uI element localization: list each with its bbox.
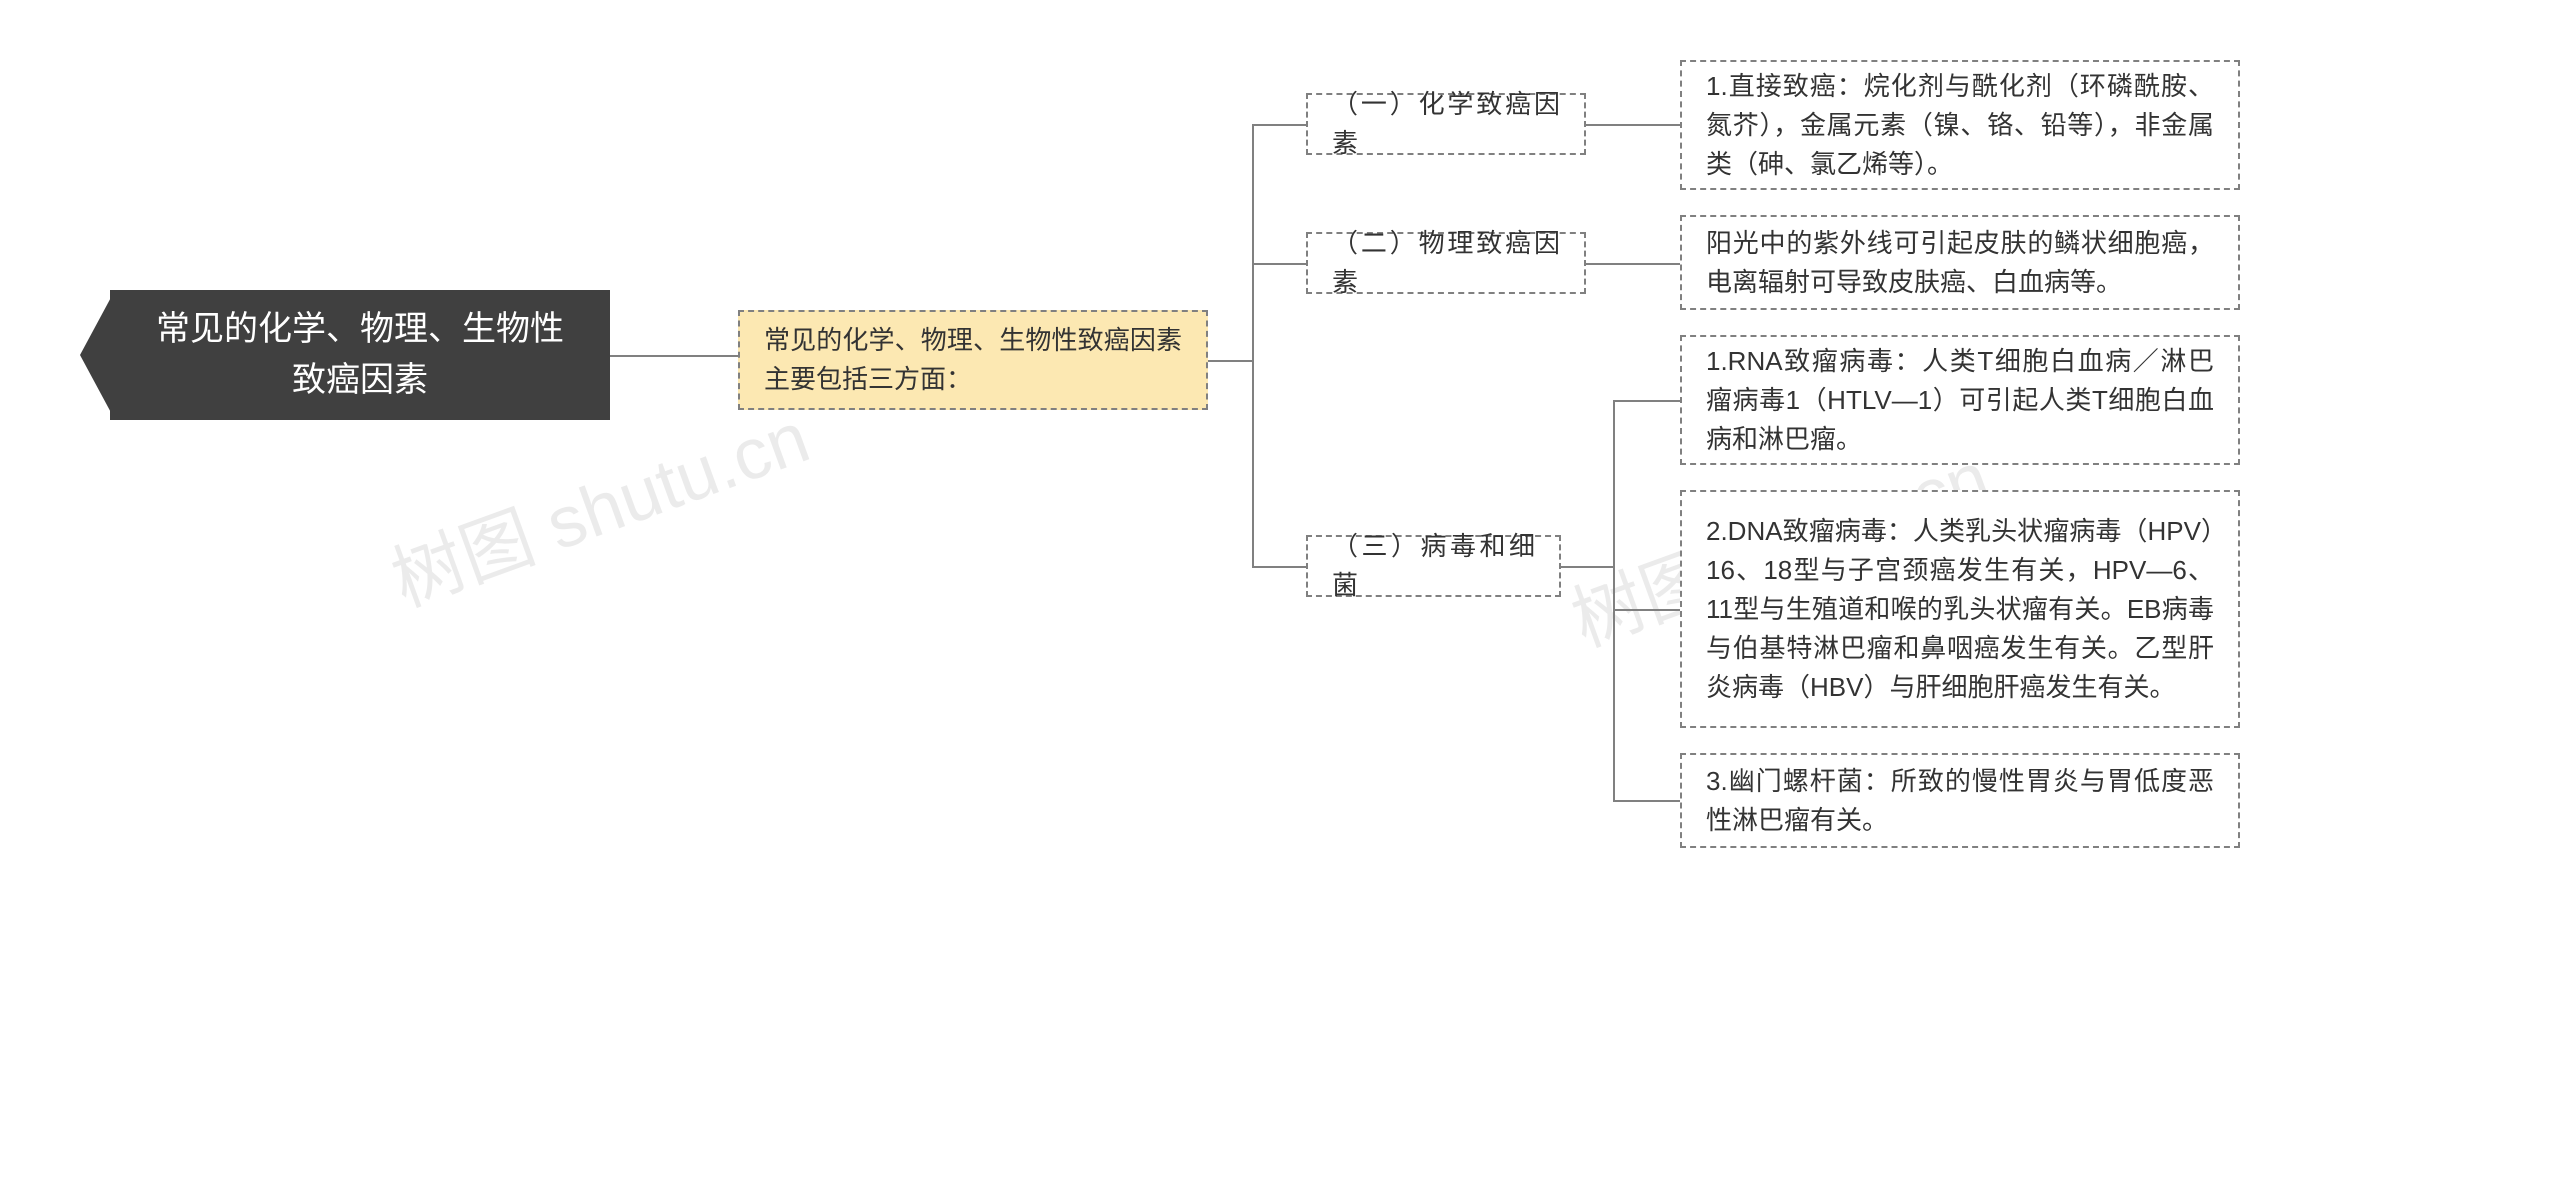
connector xyxy=(1613,400,1680,402)
category-node-biological: （三）病毒和细菌 xyxy=(1306,535,1561,597)
detail-node: 1.RNA致瘤病毒：人类T细胞白血病／淋巴瘤病毒1（HTLV—1）可引起人类T细… xyxy=(1680,335,2240,465)
connector xyxy=(1613,800,1680,802)
category-node-physical: （二）物理致癌因素 xyxy=(1306,232,1586,294)
connector xyxy=(1208,360,1252,362)
mindmap-container: 树图 shutu.cn 树图 shutu.cn 常见的化学、物理、生物性致癌因素… xyxy=(0,0,2560,1203)
connector xyxy=(610,355,738,357)
connector xyxy=(1613,609,1680,611)
connector xyxy=(1252,263,1306,265)
detail-node: 阳光中的紫外线可引起皮肤的鳞状细胞癌，电离辐射可导致皮肤癌、白血病等。 xyxy=(1680,215,2240,310)
category-node-chemical: （一）化学致癌因素 xyxy=(1306,93,1586,155)
connector xyxy=(1252,566,1306,568)
connector xyxy=(1586,263,1680,265)
connector xyxy=(1561,566,1613,568)
connector xyxy=(1252,124,1254,566)
detail-node: 1.直接致癌：烷化剂与酰化剂（环磷酰胺、氮芥），金属元素（镍、铬、铅等），非金属… xyxy=(1680,60,2240,190)
connector xyxy=(1613,400,1615,800)
root-node: 常见的化学、物理、生物性致癌因素 xyxy=(110,290,610,420)
detail-node: 2.DNA致瘤病毒：人类乳头状瘤病毒（HPV）16、18型与子宫颈癌发生有关，H… xyxy=(1680,490,2240,728)
detail-node: 3.幽门螺杆菌：所致的慢性胃炎与胃低度恶性淋巴瘤有关。 xyxy=(1680,753,2240,848)
connector xyxy=(1586,124,1680,126)
connector xyxy=(1252,124,1306,126)
summary-node: 常见的化学、物理、生物性致癌因素主要包括三方面： xyxy=(738,310,1208,410)
